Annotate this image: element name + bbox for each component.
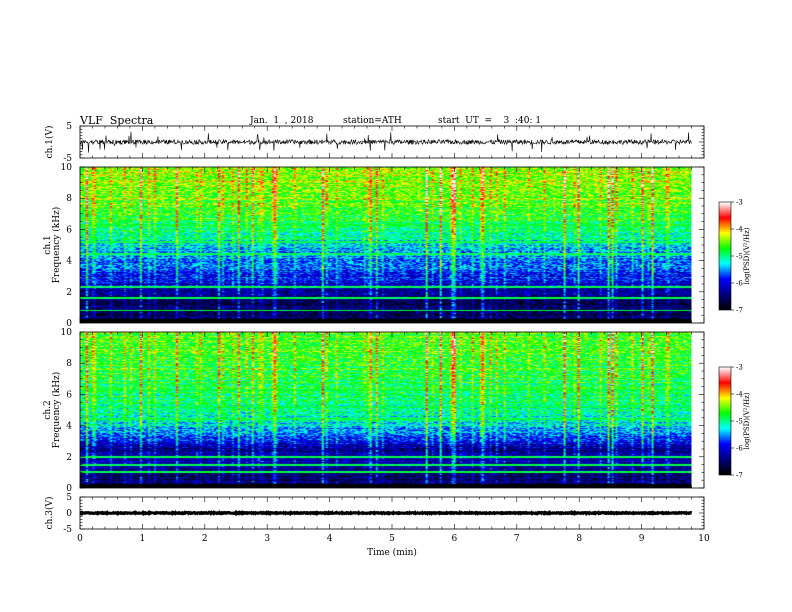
colorbar-tick-label: -3 xyxy=(736,199,743,207)
y-tick-label: 8 xyxy=(66,359,72,369)
colorbar-label: log(PSD)(V²/Hz) xyxy=(743,392,751,449)
y-axis-label: ch.3(V) xyxy=(44,497,55,530)
y-tick-label: 4 xyxy=(66,257,72,267)
ch2-spectrogram-image xyxy=(80,332,692,488)
ch2-colorbar-image xyxy=(719,367,731,475)
axis-ticks xyxy=(79,125,734,530)
x-tick-label: 10 xyxy=(698,534,710,544)
y-tick-label: 2 xyxy=(66,453,72,463)
x-tick-label: 8 xyxy=(576,534,582,544)
x-tick-label: 7 xyxy=(514,534,520,544)
y-tick-label: 6 xyxy=(66,390,72,400)
colorbar-tick-label: -7 xyxy=(736,472,743,480)
y-tick-label: 5 xyxy=(66,493,72,503)
colorbar-tick-label: -6 xyxy=(736,445,743,453)
colorbar-tick-label: -4 xyxy=(736,226,743,234)
y-tick-label: 5 xyxy=(66,122,72,132)
y-axis-label: ch.2 xyxy=(43,400,53,419)
x-axis-label: Time (min) xyxy=(367,547,417,558)
y-axis-label: Frequency (kHz) xyxy=(51,207,62,284)
y-tick-label: 6 xyxy=(66,225,72,235)
figure-title: VLF Spectra xyxy=(80,114,154,127)
y-tick-label: 0 xyxy=(66,319,72,329)
y-tick-label: 4 xyxy=(66,422,72,432)
y-tick-label: 0 xyxy=(66,484,72,494)
colorbar-tick-label: -4 xyxy=(736,391,743,399)
date-label: Jan. 1 , 2018 xyxy=(250,116,314,126)
y-tick-label: 10 xyxy=(61,163,73,173)
x-tick-label: 2 xyxy=(202,534,208,544)
x-tick-label: 4 xyxy=(327,534,333,544)
station-label: station=ATH xyxy=(343,116,402,126)
x-tick-label: 5 xyxy=(389,534,395,544)
start-ut-label: start UT = 3 :40: 1 xyxy=(438,116,542,126)
ch1-waveform-line xyxy=(79,131,692,153)
ch1-spectrogram-image xyxy=(80,167,692,323)
x-tick-label: 3 xyxy=(264,534,270,544)
y-axis-label: Frequency (kHz) xyxy=(51,372,62,449)
colorbar-tick-label: -5 xyxy=(736,253,743,261)
x-tick-label: 0 xyxy=(77,534,83,544)
y-axis-label: ch.1 xyxy=(43,235,53,254)
y-tick-label: -5 xyxy=(63,154,72,164)
colorbar-tick-label: -7 xyxy=(736,307,743,315)
y-axis-label: ch.1(V) xyxy=(44,126,55,159)
ch1-colorbar-image xyxy=(719,202,731,310)
x-tick-label: 6 xyxy=(452,534,458,544)
colorbar-label: log(PSD)(V²/Hz) xyxy=(743,227,751,284)
colorbar-tick-label: -6 xyxy=(736,280,743,288)
y-tick-label: 8 xyxy=(66,194,72,204)
y-tick-label: 2 xyxy=(66,288,72,298)
colorbar-tick-label: -5 xyxy=(736,418,743,426)
ch3-waveform-line xyxy=(79,509,693,517)
x-tick-label: 1 xyxy=(140,534,146,544)
y-tick-label: 10 xyxy=(61,328,73,338)
colorbar-tick-label: -3 xyxy=(736,364,743,372)
y-tick-label: -5 xyxy=(63,525,72,535)
y-tick-label: 0 xyxy=(66,509,72,519)
x-tick-label: 9 xyxy=(639,534,645,544)
